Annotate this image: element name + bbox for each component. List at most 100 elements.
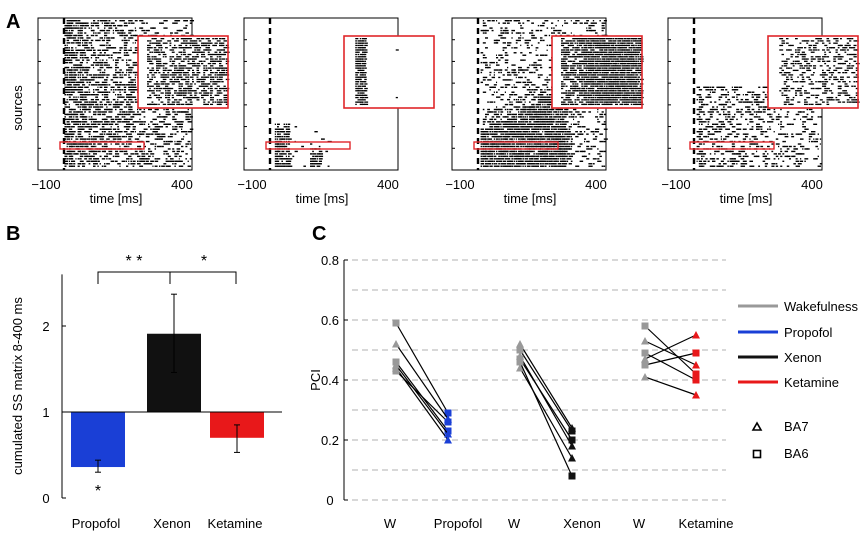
- legend-square-marker: [752, 449, 762, 459]
- pci-ytick-label: 0: [326, 493, 333, 508]
- pci-series-line: [644, 352, 697, 381]
- pci-point-propofol: [444, 418, 452, 426]
- pci-point-wakefulness: [516, 340, 524, 348]
- pci-series-line: [395, 322, 449, 414]
- inset-border: [137, 35, 229, 109]
- pci-point-wakefulness: [516, 346, 524, 354]
- pci-series-line: [644, 352, 697, 366]
- pci-ytick-label: 0.2: [321, 433, 339, 448]
- raster-xlabel: time [ms]: [296, 191, 349, 206]
- raster-tick-label: −100: [661, 177, 690, 192]
- inset-border: [767, 35, 859, 109]
- significance-bracket: [97, 271, 237, 284]
- pci-point-propofol: [444, 436, 452, 444]
- zoom-region-box: [265, 141, 351, 150]
- pci-point-xenon: [568, 454, 576, 462]
- zoom-region-box: [689, 141, 775, 150]
- pci-point-wakefulness: [392, 340, 400, 348]
- pci-series-line: [395, 370, 449, 423]
- pci-series-line: [644, 334, 697, 360]
- raster-tick-label: 400: [171, 177, 193, 192]
- pci-series-line: [644, 340, 697, 366]
- bar-propofol: [71, 412, 125, 468]
- pci-point-wakefulness: [641, 349, 649, 357]
- pci-point-wakefulness: [392, 361, 400, 369]
- pci-point-ketamine: [692, 361, 700, 369]
- pci-xtick-label: Propofol: [434, 516, 483, 531]
- panel-b-bar-chart: cumulated SS matrix 8-400 ms * * * * 0 1 2…: [10, 253, 282, 531]
- pci-point-wakefulness: [641, 337, 649, 345]
- pci-series-line: [519, 355, 573, 447]
- pci-xtick-label: W: [633, 516, 646, 531]
- raster-ylabel: sources: [10, 85, 25, 131]
- panel-letter-a: A: [6, 11, 20, 33]
- bar-category-label: Ketamine: [208, 516, 263, 531]
- raster-tick-label: 400: [585, 177, 607, 192]
- pci-point-wakefulness: [641, 373, 649, 381]
- panel-c-line-chart: PCI Wakefulness Propofol Xenon Ketamine …: [308, 253, 858, 531]
- pci-xtick-label: W: [508, 516, 521, 531]
- inset-border: [343, 35, 435, 109]
- pci-series-line: [395, 343, 449, 420]
- pci-point-wakefulness: [392, 319, 400, 327]
- inset-border: [551, 35, 643, 109]
- legend-triangle-marker: [751, 421, 763, 431]
- legend-label-xenon: Xenon: [784, 350, 822, 365]
- legend-label-ba6: BA6: [784, 446, 809, 461]
- pci-point-wakefulness: [641, 355, 649, 363]
- pci-point-wakefulness: [641, 361, 649, 369]
- pci-point-ketamine: [692, 331, 700, 339]
- bar-category-label: Xenon: [153, 516, 191, 531]
- bar-ytick-label: 2: [42, 319, 49, 334]
- pci-point-wakefulness: [641, 322, 649, 330]
- raster-xlabel: time [ms]: [504, 191, 557, 206]
- significance-label-right: *: [201, 253, 207, 270]
- pci-ytick-label: 0.6: [321, 313, 339, 328]
- pci-point-wakefulness: [516, 364, 524, 372]
- pci-series-line: [644, 325, 697, 375]
- raster-tick-label: −100: [237, 177, 266, 192]
- pci-ylabel: PCI: [308, 369, 323, 391]
- raster-tick-label: 400: [801, 177, 823, 192]
- pci-series-line: [644, 376, 697, 396]
- pci-point-wakefulness: [516, 358, 524, 366]
- legend: Wakefulness Propofol Xenon Ketamine BA7 …: [738, 299, 858, 461]
- zoom-region-box: [473, 141, 559, 150]
- inset-raster: [561, 38, 644, 106]
- pci-xtick-label: Ketamine: [679, 516, 734, 531]
- pci-series-line: [519, 367, 573, 459]
- inset-raster: [147, 38, 230, 106]
- pci-series-line: [519, 349, 573, 432]
- bar-ytick-label: 1: [42, 405, 49, 420]
- pci-point-wakefulness: [392, 367, 400, 375]
- pci-series-line: [519, 358, 573, 441]
- pci-point-xenon: [568, 436, 576, 444]
- bar-ytick-label: 0: [42, 491, 49, 506]
- raster-tick-label: −100: [445, 177, 474, 192]
- legend-label-ba7: BA7: [784, 419, 809, 434]
- panel-letter-c: C: [312, 223, 326, 245]
- bar-category-label: Propofol: [72, 516, 121, 531]
- pci-series-line: [395, 364, 449, 435]
- raster-tick-label: −100: [31, 177, 60, 192]
- panel-letter-b: B: [6, 223, 20, 245]
- pci-ytick-label: 0.4: [321, 373, 339, 388]
- pci-xtick-label: Xenon: [563, 516, 601, 531]
- legend-label-ketamine: Ketamine: [784, 375, 839, 390]
- pci-point-ketamine: [692, 370, 700, 378]
- raster-tick-label: 400: [377, 177, 399, 192]
- raster-activity: [696, 86, 823, 167]
- pci-series-line: [519, 361, 573, 477]
- pci-point-ketamine: [692, 376, 700, 384]
- pci-ytick-label: 0.8: [321, 253, 339, 268]
- inset-raster: [355, 38, 399, 106]
- pci-point-xenon: [568, 427, 576, 435]
- bar-significance-star: *: [95, 483, 101, 500]
- raster-xlabel: time [ms]: [720, 191, 773, 206]
- pci-point-xenon: [568, 472, 576, 480]
